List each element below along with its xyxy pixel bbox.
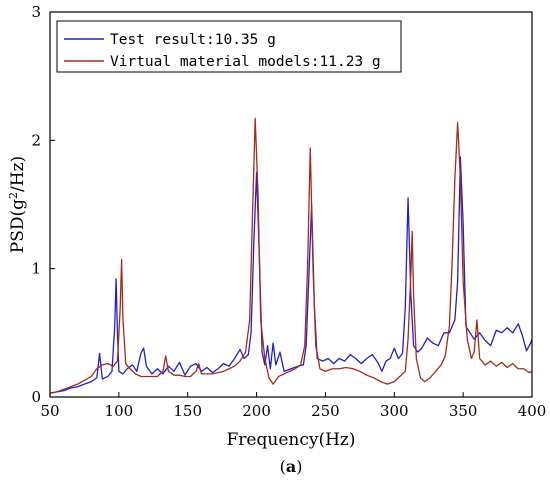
x-tick-label: 300 <box>380 402 409 420</box>
x-axis-title: Frequency(Hz) <box>227 430 356 450</box>
y-axis-title-suffix: /Hz) <box>8 156 28 192</box>
y-axis-title-sup: 2 <box>7 192 20 199</box>
y-axis-title-prefix: PSD(g <box>8 199 28 253</box>
legend-box <box>56 20 402 73</box>
subcaption: (a) <box>280 457 303 476</box>
series-layer <box>49 117 533 394</box>
series-line-virtual-material-models <box>49 117 533 394</box>
x-tick-label: 100 <box>105 402 134 420</box>
y-tick-label: 1 <box>31 260 41 278</box>
x-tick-label: 400 <box>518 402 547 420</box>
x-tick-label: 250 <box>311 402 340 420</box>
x-tick-label: 350 <box>449 402 478 420</box>
subcaption-open: ( <box>280 457 286 476</box>
subcaption-letter: a <box>286 457 296 476</box>
y-tick-label: 3 <box>31 3 41 21</box>
subcaption-close: ) <box>296 457 302 476</box>
series-line-test-result <box>49 156 533 394</box>
x-tick-label: 50 <box>40 402 59 420</box>
y-axis-title: PSD(g2/Hz) <box>7 156 28 253</box>
y-tick-label: 2 <box>31 131 41 149</box>
plot-frame <box>49 11 533 398</box>
x-tick-label: 200 <box>242 402 271 420</box>
y-tick-label: 0 <box>31 388 41 406</box>
legend-label: Virtual material models:11.23 g <box>110 54 381 70</box>
legend-label: Test result:10.35 g <box>110 32 276 48</box>
ticks-layer: 50 100 150 200 250 300 350 400 0 1 2 3 <box>31 3 546 420</box>
legend: Test result:10.35 g Virtual material mode… <box>56 20 402 73</box>
x-tick-label: 150 <box>173 402 202 420</box>
